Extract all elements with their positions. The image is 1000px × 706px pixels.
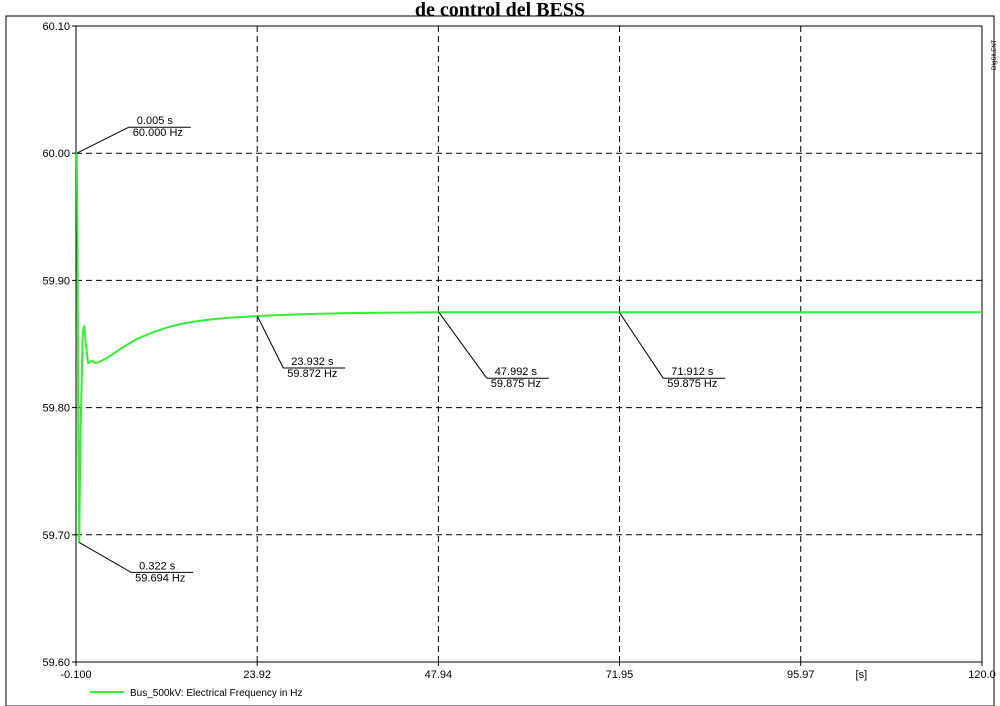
annotation-value: 59.872 Hz	[287, 368, 337, 380]
annotation-leader	[618, 311, 664, 379]
annotations-layer: 0.005 s60.000 Hz 0.322 s59.694 Hz 23.932 s…	[76, 115, 726, 584]
annotation-time: 0.005 s	[137, 115, 174, 127]
annotation-time: 71.912 s	[671, 366, 714, 378]
annotation-value: 60.000 Hz	[133, 127, 183, 139]
y-tick-label: 60.10	[42, 21, 70, 33]
x-tick-label: -0.100	[60, 669, 91, 681]
x-tick-label: 95.97	[787, 669, 815, 681]
annotation-leader	[76, 126, 130, 154]
x-axis-label: [s]	[856, 669, 868, 681]
annotation-value: 59.875 Hz	[491, 378, 541, 390]
y-tick-label: 59.80	[42, 403, 70, 415]
annotation-leader	[438, 311, 488, 379]
side-label: DIgSILENT	[992, 39, 998, 70]
x-tick-label: 23.92	[243, 669, 271, 681]
annotation-time: 47.992 s	[495, 366, 538, 378]
annotation-leader	[78, 541, 132, 573]
legend: Bus_500kV: Electrical Frequency in Hz	[90, 688, 303, 699]
y-tick-label: 59.90	[42, 275, 70, 287]
annotation-leader	[256, 315, 284, 369]
x-tick-label: 120.0	[968, 669, 996, 681]
annotation-time: 0.322 s	[139, 560, 176, 572]
annotation-time: 23.932 s	[291, 356, 334, 368]
x-tick-label: 47.94	[425, 669, 453, 681]
annotation-value: 59.875 Hz	[667, 378, 717, 390]
outer-frame	[5, 15, 995, 706]
series-line	[75, 152, 982, 544]
chart-title: de control del BESS	[415, 0, 585, 21]
x-tick-label: 71.95	[606, 669, 634, 681]
y-tick-label: 59.60	[42, 657, 70, 669]
plot-area	[75, 25, 983, 663]
y-tick-label: 60.00	[42, 148, 70, 160]
annotation-value: 59.694 Hz	[135, 572, 185, 584]
legend-label: Bus_500kV: Electrical Frequency in Hz	[130, 688, 303, 699]
axis-ticks: 59.60 59.70 59.80 59.90 60.00 60.10 -0.100 23.9…	[42, 21, 995, 681]
grid-lines	[76, 26, 982, 662]
series-layer	[75, 152, 982, 544]
y-tick-label: 59.70	[42, 530, 70, 542]
